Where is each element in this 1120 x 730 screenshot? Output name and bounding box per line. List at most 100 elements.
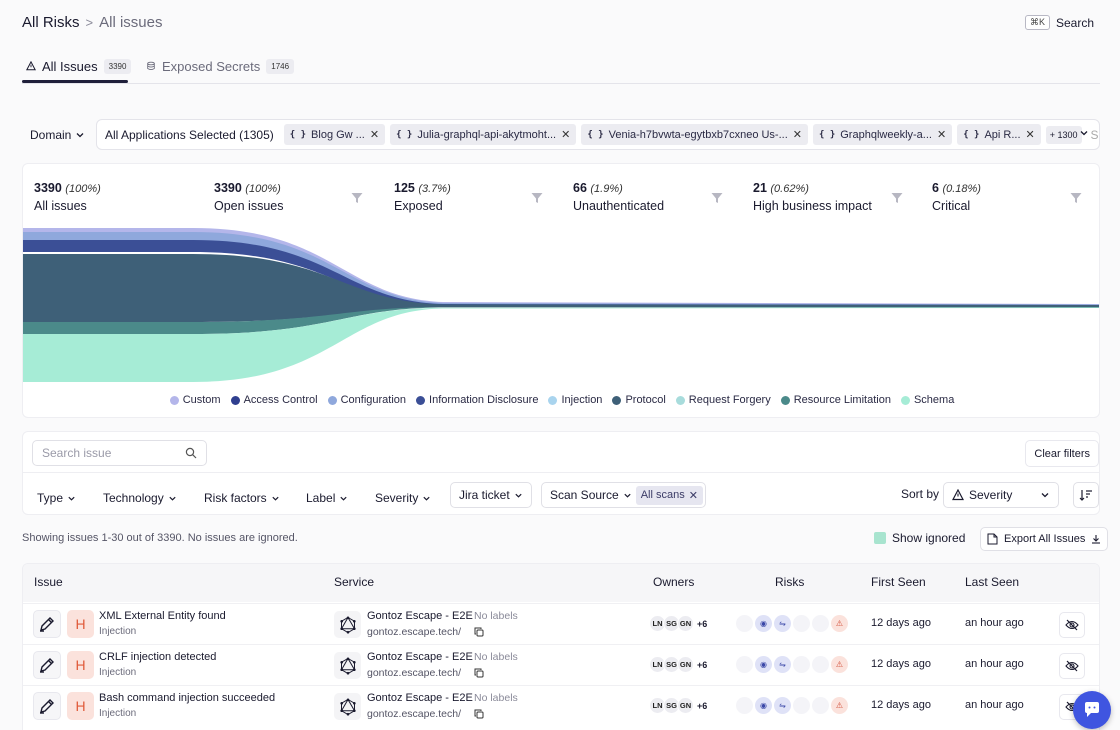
issue-title[interactable]: CRLF injection detected [99, 651, 217, 663]
risk-inactive-icon [736, 697, 753, 714]
remove-chip-icon[interactable]: ✕ [792, 129, 802, 141]
stat-label: Critical [932, 199, 971, 213]
table-row[interactable]: H XML External Entity found Injection Go… [23, 603, 1099, 644]
active-tab-indicator [22, 80, 128, 83]
chevron-down-icon[interactable] [1079, 128, 1089, 138]
remove-chip-icon[interactable]: ✕ [561, 129, 571, 141]
legend-item[interactable]: Access Control [230, 394, 318, 406]
filter-scan-source-dropdown[interactable]: Scan Source All scans ✕ [541, 482, 706, 508]
filter-icon[interactable] [711, 192, 723, 204]
legend-dot [169, 395, 179, 405]
critical-risk-icon: ⚠ [831, 697, 848, 714]
filter-label: Type [37, 491, 64, 505]
remove-chip-icon[interactable]: ✕ [688, 489, 698, 502]
column-header-risks[interactable]: Risks [775, 575, 805, 589]
legend-item[interactable]: Injection [548, 394, 602, 406]
legend-item[interactable]: Information Disclosure [416, 394, 538, 406]
filter-jira-dropdown[interactable]: Jira ticket [450, 482, 532, 508]
filter-icon[interactable] [351, 192, 363, 204]
filter-label-dropdown[interactable]: Label [306, 486, 348, 510]
tab-all-issues[interactable]: All Issues 3390 [26, 54, 132, 78]
legend-item[interactable]: Configuration [327, 394, 406, 406]
service-name[interactable]: Gontoz Escape - E2E [367, 651, 473, 663]
database-icon [147, 61, 155, 70]
ignore-issue-button[interactable] [1059, 653, 1085, 679]
remove-chip-icon[interactable]: ✕ [1025, 129, 1035, 141]
flow-band-schema [23, 307, 1099, 382]
legend-dot [230, 395, 240, 405]
graphql-brace-icon: { } [963, 129, 980, 140]
filter-technology-dropdown[interactable]: Technology [103, 486, 177, 510]
application-search-input[interactable]: Se [1090, 127, 1099, 142]
application-selector[interactable]: All Applications Selected (1305) { } Blog… [96, 119, 1100, 150]
export-all-issues-button[interactable]: Export All Issues [980, 527, 1109, 551]
legend-label: Access Control [243, 394, 318, 406]
column-header-service[interactable]: Service [334, 575, 375, 589]
copy-icon[interactable] [474, 668, 484, 678]
table-row[interactable]: H CRLF injection detected Injection Gont… [23, 644, 1099, 685]
first-seen: 12 days ago [871, 617, 931, 629]
search-issue-input[interactable]: Search issue [32, 440, 207, 466]
service-name[interactable]: Gontoz Escape - E2E [367, 692, 473, 704]
ignore-issue-button[interactable] [1059, 612, 1085, 638]
legend-item[interactable]: Protocol [612, 394, 666, 406]
column-header-issue[interactable]: Issue [34, 575, 63, 589]
show-ignored-toggle[interactable]: Show ignored [874, 531, 965, 545]
sort-order-button[interactable] [1073, 482, 1099, 508]
legend-item[interactable]: Resource Limitation [780, 394, 891, 406]
table-row[interactable]: H Bash command injection succeeded Injec… [23, 685, 1099, 726]
funnel-stat-unauthenticated: 66 (1.9%) Unauthenticated [573, 181, 664, 213]
filter-icon[interactable] [891, 192, 903, 204]
domain-dropdown[interactable]: Domain [22, 121, 93, 148]
owners-more-count: +6 [697, 659, 708, 670]
chip-label: Graphqlweekly-a... [840, 128, 932, 141]
filter-risk-factors-dropdown[interactable]: Risk factors [204, 486, 280, 510]
legend-dot [675, 395, 685, 405]
warning-triangle-icon [26, 61, 36, 71]
global-search-button[interactable]: ⌘K Search [1024, 15, 1094, 30]
tab-exposed-secrets[interactable]: Exposed Secrets 1746 [146, 54, 295, 78]
column-header-first-seen[interactable]: First Seen [871, 575, 926, 589]
clear-filters-button[interactable]: Clear filters [1025, 440, 1099, 467]
application-chip: { } Julia-graphql-api-akytmoht... ✕ [390, 124, 577, 145]
legend-item[interactable]: Request Forgery [675, 394, 771, 406]
remove-chip-icon[interactable]: ✕ [369, 129, 380, 141]
chat-support-button[interactable] [1073, 691, 1111, 729]
owners-group[interactable]: LN SG GN +6 [649, 697, 707, 714]
funnel-stat-critical: 6 (0.18%) Critical [932, 181, 981, 213]
show-ignored-checkbox[interactable] [874, 532, 886, 544]
copy-icon[interactable] [474, 627, 484, 637]
column-header-owners[interactable]: Owners [653, 575, 695, 589]
filter-severity-dropdown[interactable]: Severity [375, 486, 431, 510]
filter-type-dropdown[interactable]: Type [37, 486, 76, 510]
tab-exposed-secrets-label: Exposed Secrets [162, 58, 261, 74]
legend-item[interactable]: Custom [169, 394, 221, 406]
owners-group[interactable]: LN SG GN +6 [649, 656, 707, 673]
remove-chip-icon[interactable]: ✕ [936, 129, 947, 141]
tab-exposed-secrets-count: 1746 [266, 58, 295, 74]
issue-title[interactable]: XML External Entity found [99, 610, 226, 622]
issue-title[interactable]: Bash command injection succeeded [99, 692, 276, 704]
filter-icon[interactable] [531, 192, 543, 204]
pencil-icon [33, 651, 61, 679]
filter-icon[interactable] [1070, 192, 1082, 204]
divider [23, 472, 1099, 473]
legend-dot [548, 395, 558, 405]
issues-funnel-card: 3390 (100%) All issues 3390 (100%) Open … [22, 163, 1100, 418]
last-seen: an hour ago [965, 617, 1024, 629]
owners-group[interactable]: LN SG GN +6 [649, 615, 707, 632]
breadcrumb-root[interactable]: All Risks [22, 14, 80, 31]
column-header-last-seen[interactable]: Last Seen [965, 575, 1020, 589]
filter-label: Label [306, 491, 336, 505]
chip-label: Blog Gw ... [311, 128, 365, 141]
legend-item[interactable]: Schema [900, 394, 954, 406]
copy-icon[interactable] [474, 709, 484, 719]
issue-category: Injection [99, 708, 137, 719]
chevron-down-icon [423, 496, 430, 501]
filter-label: Jira ticket [459, 488, 510, 502]
applications-summary: All Applications Selected (1305) [105, 127, 274, 142]
service-name[interactable]: Gontoz Escape - E2E [367, 610, 473, 622]
sort-select[interactable]: Severity [943, 482, 1059, 508]
stat-label: High business impact [753, 199, 872, 213]
graphql-logo-icon [334, 693, 361, 720]
